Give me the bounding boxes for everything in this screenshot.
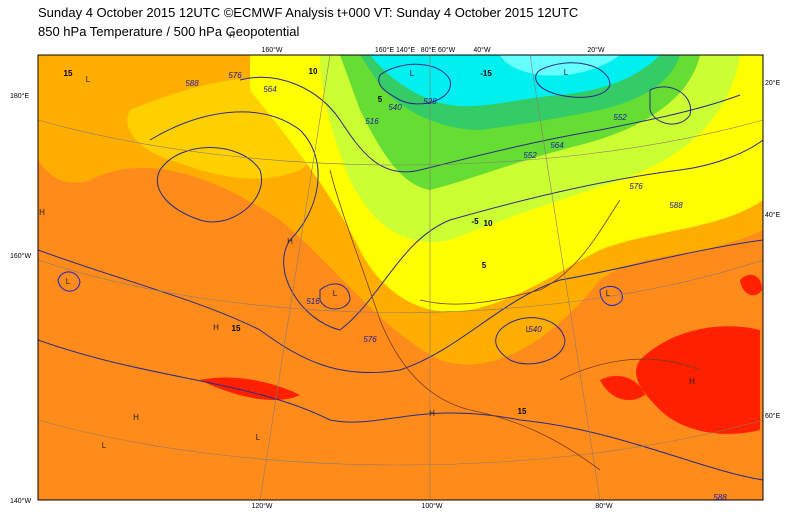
temperature-label: 10	[309, 67, 318, 76]
temperature-label: 15	[64, 69, 73, 78]
temperature-label: 15	[232, 324, 241, 333]
map-frame	[37, 54, 764, 501]
geopotential-contours	[38, 62, 763, 481]
temperature-label: 10	[484, 219, 493, 228]
pressure-center: H	[213, 323, 219, 332]
geopotential-label: 576	[363, 335, 377, 344]
pressure-center: L	[564, 68, 569, 77]
top-label: 160°W	[261, 46, 282, 54]
pressure-center: H	[689, 377, 695, 386]
temperature-label: 5	[378, 95, 383, 104]
pressure-center: L	[410, 69, 415, 78]
geopotential-label: 564	[550, 141, 564, 150]
coastlines	[329, 169, 701, 471]
pressure-center: L	[256, 433, 261, 442]
right-label: 60°E	[765, 412, 781, 420]
right-label: 20°E	[765, 79, 781, 87]
temperature-label: 5	[482, 261, 487, 270]
temperature-field	[38, 55, 763, 500]
left-label: 140°W	[10, 497, 31, 505]
title: Sunday 4 October 2015 12UTC ©ECMWF Analy…	[38, 5, 579, 20]
pressure-center: H	[287, 237, 293, 246]
geopotential-label: 588	[185, 79, 199, 88]
geopotential-label: 576	[629, 182, 643, 191]
geopotential-label: 516	[365, 117, 379, 126]
geopotential-label: 588	[669, 201, 683, 210]
geopotential-label: 528	[423, 97, 437, 106]
pressure-center: L	[526, 325, 531, 334]
geopotential-label: 516	[306, 297, 320, 306]
bottom-label: 120°W	[251, 502, 272, 510]
pressure-center: L	[333, 289, 338, 298]
top-label: 80°E 60°W	[421, 46, 456, 54]
geopotential-label: 576	[228, 71, 242, 80]
pressure-center: L	[66, 277, 71, 286]
left-label: 160°W	[10, 252, 31, 260]
top-label: 160°E 140°E	[375, 46, 416, 54]
temperature-label: -5	[471, 217, 479, 226]
geopotential-label: 588	[713, 493, 727, 502]
pressure-center: L	[606, 289, 611, 298]
pressure-center: H	[229, 31, 235, 40]
pressure-center: H	[39, 208, 45, 217]
top-label: 20°W	[587, 46, 605, 54]
geopotential-label: 564	[263, 85, 277, 94]
bottom-label: 100°W	[421, 502, 442, 510]
left-label: 180°E	[10, 92, 29, 100]
pressure-center: H	[429, 409, 435, 418]
geopotential-label: 540	[528, 325, 542, 334]
temperature-label: -15	[480, 69, 492, 78]
pressure-center: L	[102, 441, 107, 450]
pressure-center: H	[133, 413, 139, 422]
geopotential-label: 552	[523, 151, 537, 160]
graticule	[38, 55, 763, 500]
geopotential-label: 552	[613, 113, 627, 122]
right-label: 40°E	[765, 211, 781, 219]
bottom-label: 80°W	[595, 502, 613, 510]
subtitle: 850 hPa Temperature / 500 hPa Geopotenti…	[38, 24, 300, 39]
top-label: 40°W	[473, 46, 491, 54]
geopotential-label: 540	[388, 103, 402, 112]
temperature-label: 15	[518, 407, 527, 416]
pressure-center: L	[86, 75, 91, 84]
